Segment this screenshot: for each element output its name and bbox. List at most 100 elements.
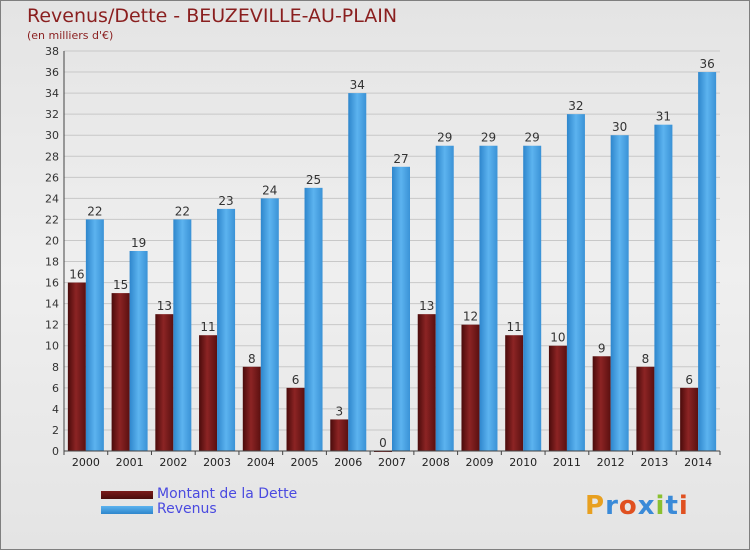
x-tick-label: 2014 <box>684 456 712 469</box>
x-tick-label: 2002 <box>159 456 187 469</box>
bar-revenue-2008 <box>435 145 454 451</box>
bar-revenue-2002 <box>173 219 192 451</box>
bar-revenue-2011 <box>566 114 585 451</box>
y-tick-label: 32 <box>45 108 59 121</box>
legend-label-revenue: Revenus <box>157 501 217 517</box>
data-label-revenue-2009: 29 <box>481 131 496 145</box>
x-tick-label: 2004 <box>247 456 275 469</box>
y-tick-label: 26 <box>45 171 59 184</box>
data-label-debt-2004: 8 <box>248 352 256 366</box>
bar-revenue-2000 <box>85 219 104 451</box>
x-tick-label: 2013 <box>640 456 668 469</box>
data-label-debt-2013: 8 <box>642 352 650 366</box>
logo-letter: P <box>585 491 606 521</box>
bar-revenue-2013 <box>654 124 673 452</box>
legend-item-debt: Montant de la Dette <box>101 487 297 502</box>
data-label-revenue-2014: 36 <box>699 57 714 71</box>
bar-debt-2000 <box>67 282 86 451</box>
y-tick-label: 20 <box>45 234 59 247</box>
data-label-debt-2007: 0 <box>379 436 387 450</box>
y-tick-label: 14 <box>45 298 59 311</box>
y-tick-label: 16 <box>45 277 59 290</box>
bar-revenue-2010 <box>523 145 542 451</box>
logo-letter: i <box>655 491 666 521</box>
data-label-revenue-2005: 25 <box>306 173 321 187</box>
data-label-revenue-2010: 29 <box>525 131 540 145</box>
data-label-debt-2006: 3 <box>335 404 343 418</box>
x-tick-label: 2005 <box>291 456 319 469</box>
data-label-debt-2001: 15 <box>113 278 128 292</box>
bars-group: 16 22 15 19 13 22 11 23 8 24 6 25 3 34 0 27 13 29 12 29 11 29… <box>67 57 717 452</box>
data-label-revenue-2013: 31 <box>656 110 671 124</box>
data-label-revenue-2000: 22 <box>87 204 102 218</box>
bar-debt-2003 <box>199 335 218 451</box>
y-tick-label: 24 <box>45 192 59 205</box>
bar-revenue-2012 <box>610 135 629 452</box>
bar-revenue-2004 <box>260 198 279 451</box>
proxiti-logo: Proxiti <box>585 491 689 521</box>
data-label-revenue-2001: 19 <box>131 236 146 250</box>
bar-debt-2014 <box>680 387 699 451</box>
legend-swatch-revenue <box>101 505 153 514</box>
data-label-debt-2008: 13 <box>419 299 434 313</box>
bar-debt-2005 <box>286 387 305 451</box>
logo-letter: i <box>678 491 689 521</box>
y-tick-label: 38 <box>45 45 59 58</box>
x-tick-label: 2007 <box>378 456 406 469</box>
x-axis: 2000 2001 2002 2003 2004 2005 2006 2007 2008 2009… <box>63 450 721 469</box>
legend-label-debt: Montant de la Dette <box>157 486 298 502</box>
bar-debt-2009 <box>461 324 480 451</box>
bar-debt-2004 <box>242 366 261 451</box>
logo-letter: o <box>618 491 638 521</box>
bar-revenue-2001 <box>129 251 148 451</box>
legend-swatch-debt <box>101 490 153 499</box>
y-tick-label: 12 <box>45 319 59 332</box>
data-label-revenue-2012: 30 <box>612 120 627 134</box>
data-label-debt-2009: 12 <box>463 310 478 324</box>
data-label-revenue-2008: 29 <box>437 131 452 145</box>
x-tick-label: 2001 <box>116 456 144 469</box>
legend: Montant de la Dette Revenus <box>101 487 297 517</box>
x-tick-label: 2010 <box>509 456 537 469</box>
y-tick-label: 0 <box>52 445 59 458</box>
x-tick-label: 2012 <box>597 456 625 469</box>
bar-debt-2006 <box>330 419 349 451</box>
bar-debt-2012 <box>592 356 611 451</box>
x-tick-label: 2008 <box>422 456 450 469</box>
x-tick-label: 2003 <box>203 456 231 469</box>
y-tick-label: 6 <box>52 382 59 395</box>
bar-debt-2001 <box>111 293 130 451</box>
y-tick-label: 22 <box>45 213 59 226</box>
y-tick-label: 4 <box>52 403 59 416</box>
bar-debt-2013 <box>636 366 655 451</box>
bar-debt-2008 <box>417 314 436 451</box>
bar-revenue-2006 <box>348 93 367 452</box>
y-tick-label: 8 <box>52 361 59 374</box>
logo-letter: r <box>605 491 619 521</box>
y-tick-label: 34 <box>45 87 59 100</box>
chart-subtitle: (en milliers d'€) <box>27 29 114 42</box>
bar-revenue-2005 <box>304 187 323 451</box>
legend-item-revenue: Revenus <box>101 502 297 517</box>
data-label-debt-2012: 9 <box>598 341 606 355</box>
bar-debt-2011 <box>548 345 567 451</box>
data-label-revenue-2011: 32 <box>568 99 583 113</box>
x-tick-label: 2000 <box>72 456 100 469</box>
data-label-debt-2010: 11 <box>507 320 522 334</box>
data-label-revenue-2006: 34 <box>350 78 365 92</box>
chart-title: Revenus/Dette - BEUZEVILLE-AU-PLAIN <box>27 5 398 27</box>
bar-revenue-2007 <box>392 166 410 451</box>
data-label-debt-2014: 6 <box>685 373 693 387</box>
logo-letter: t <box>665 491 679 521</box>
x-tick-label: 2009 <box>465 456 493 469</box>
data-label-debt-2000: 16 <box>69 268 84 282</box>
data-label-debt-2003: 11 <box>200 320 215 334</box>
data-label-revenue-2007: 27 <box>393 152 408 166</box>
bar-debt-2002 <box>155 314 174 451</box>
y-tick-label: 28 <box>45 150 59 163</box>
y-tick-label: 30 <box>45 129 59 142</box>
bar-revenue-2009 <box>479 145 498 451</box>
y-tick-label: 10 <box>45 340 59 353</box>
